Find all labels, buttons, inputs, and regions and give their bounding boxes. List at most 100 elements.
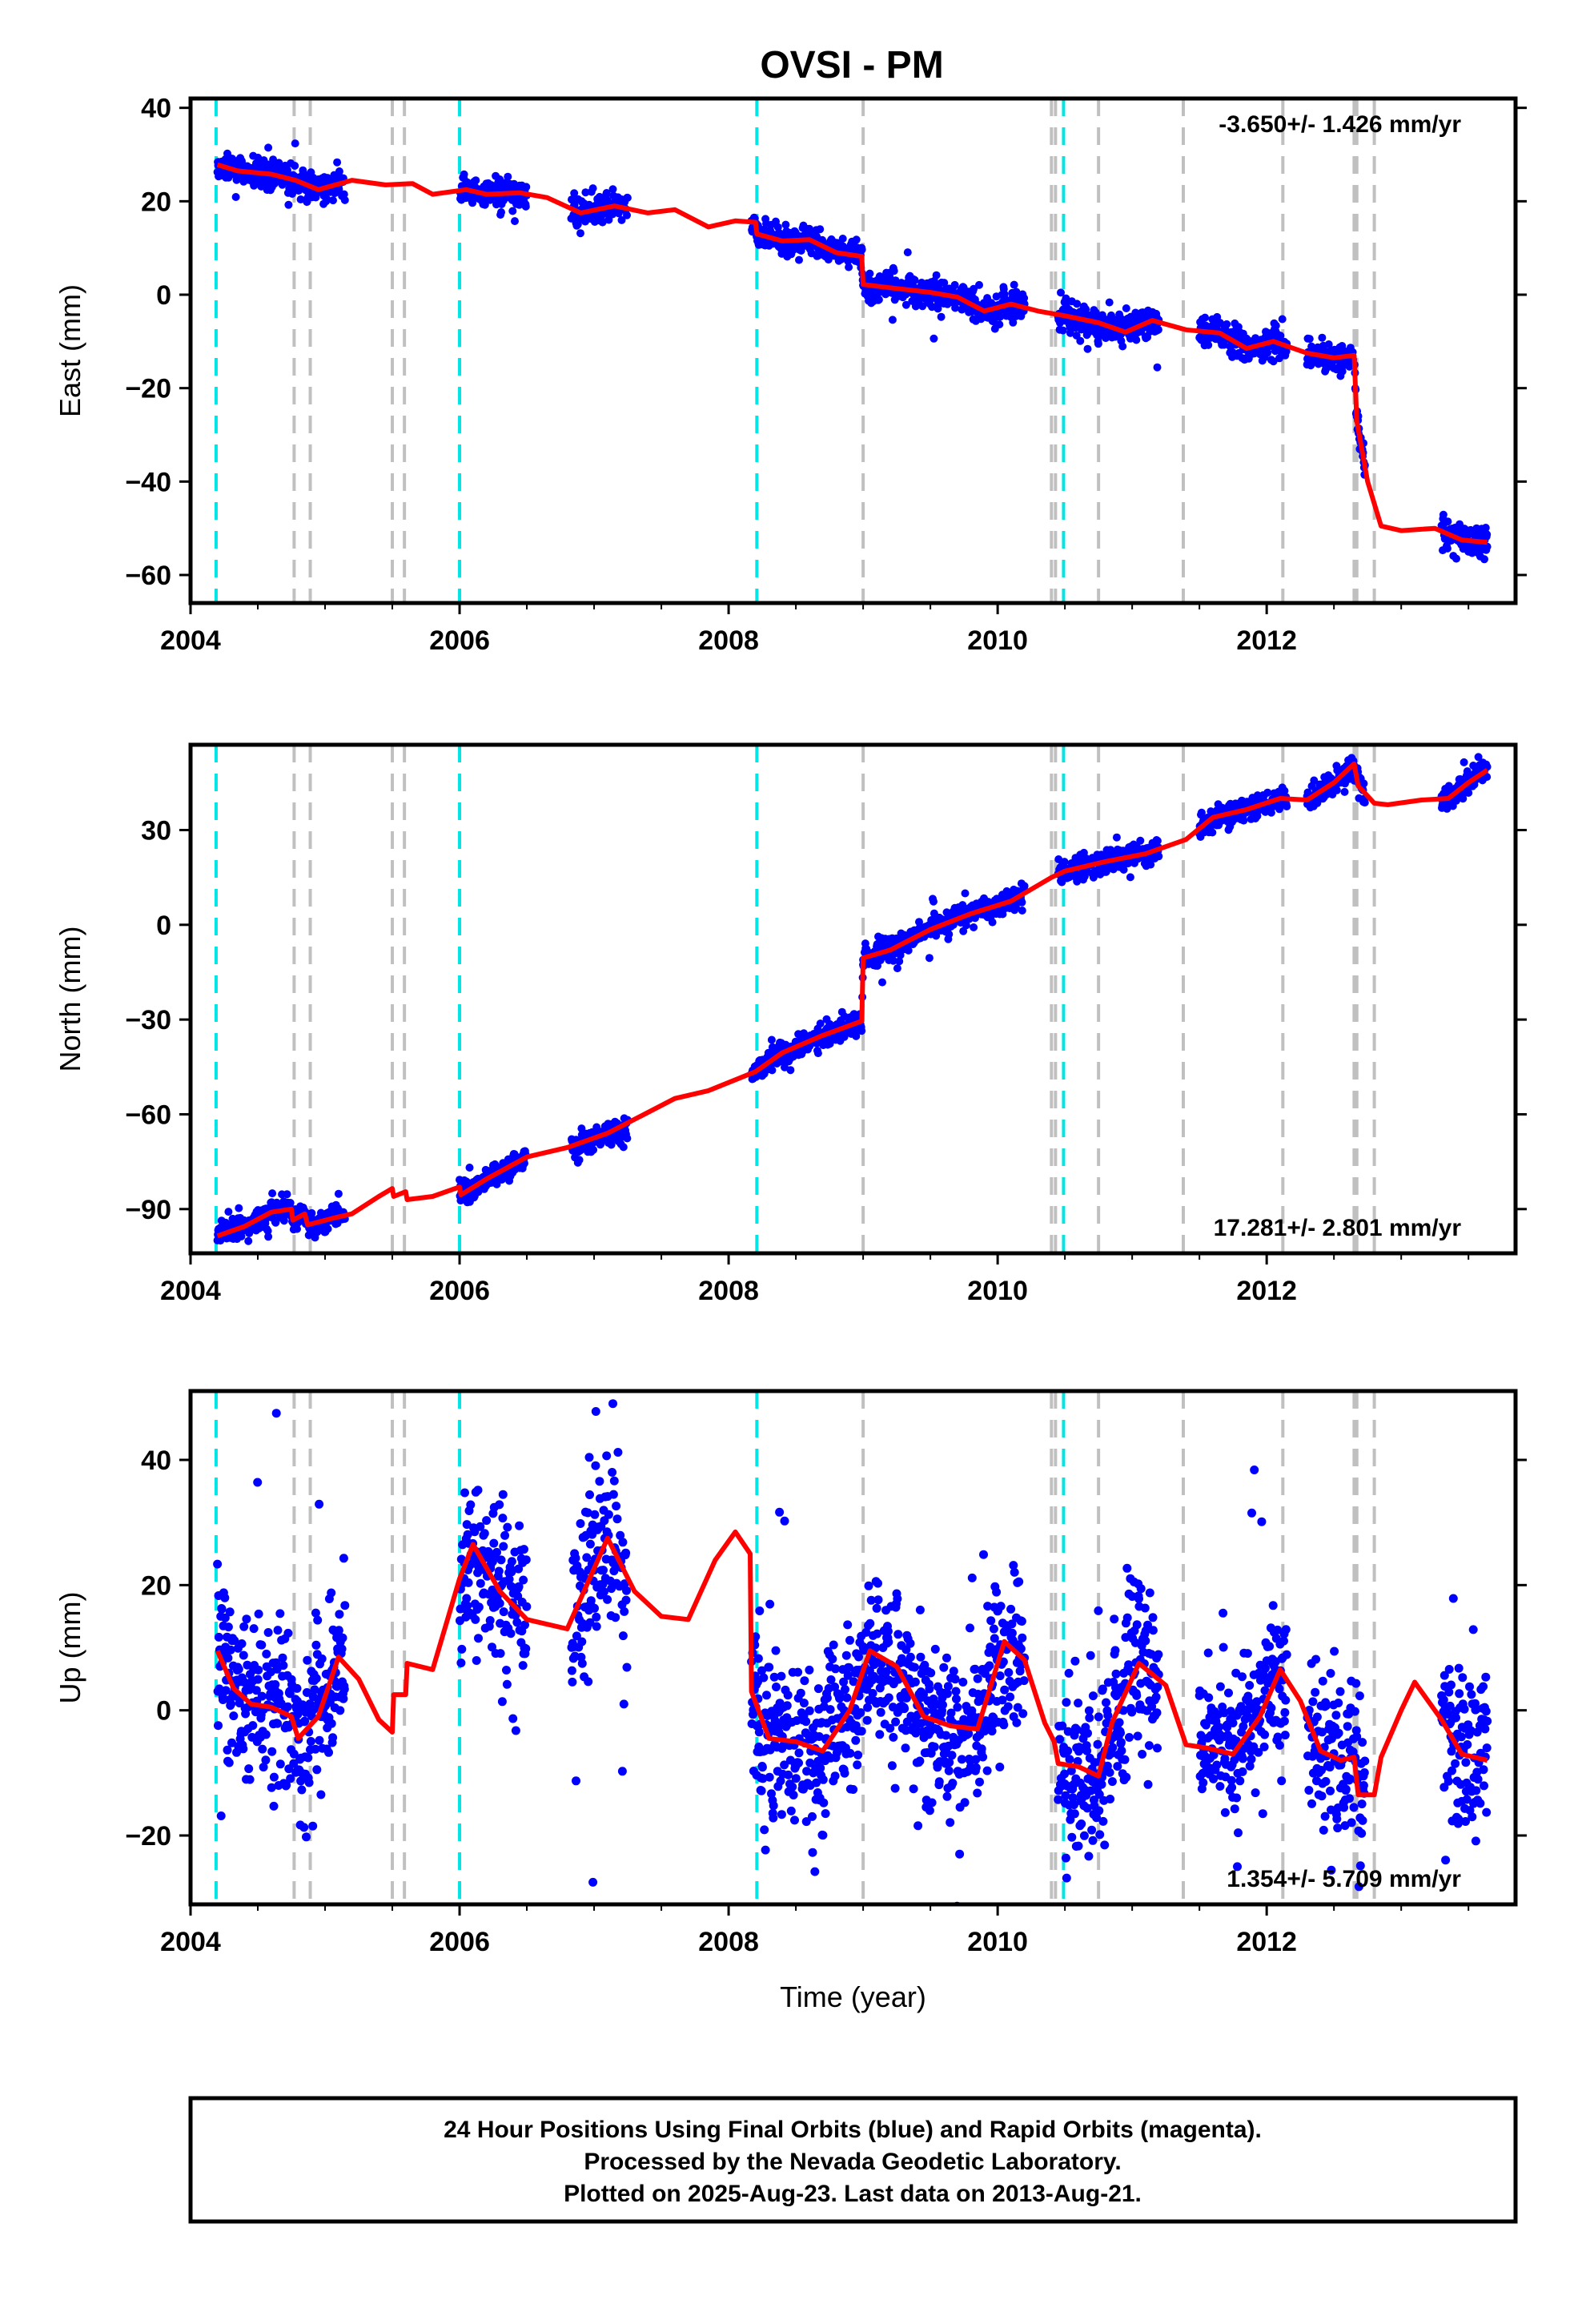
x-tick-label-0: 2004 (160, 625, 221, 656)
daily-point-118 (264, 1232, 273, 1241)
daily-point-237 (311, 1674, 321, 1683)
model-fit-line (216, 162, 1488, 545)
daily-point-875 (861, 1627, 871, 1637)
daily-point-656 (769, 1801, 778, 1811)
daily-point-1939 (1474, 753, 1483, 762)
daily-point-973 (910, 275, 919, 284)
y-axis-label: North (mm) (54, 927, 86, 1072)
daily-point-734 (802, 1767, 812, 1776)
daily-point-569 (609, 1566, 619, 1576)
daily-point-168 (283, 1190, 291, 1199)
daily-point-565 (608, 1468, 617, 1477)
daily-point-236 (311, 1640, 321, 1650)
daily-point-1277 (1073, 300, 1082, 308)
daily-point-677 (777, 1671, 786, 1681)
daily-point-921 (888, 316, 897, 324)
daily-point-547 (599, 1566, 608, 1575)
daily-point-489 (576, 1519, 585, 1528)
daily-point-295 (335, 1610, 344, 1619)
daily-point-469 (567, 1666, 576, 1675)
daily-point-347 (470, 1527, 480, 1537)
x-tick-label-1: 2006 (429, 1276, 490, 1306)
daily-point-1906 (1460, 758, 1468, 766)
daily-point-68 (244, 1236, 253, 1245)
daily-point-323 (460, 1488, 469, 1498)
daily-point-693 (783, 1691, 793, 1700)
daily-point-504 (588, 184, 597, 193)
daily-point-0 (213, 1559, 223, 1569)
daily-point-129 (268, 1189, 277, 1198)
daily-point-450 (515, 1521, 524, 1530)
daily-point-1667 (1267, 808, 1275, 817)
daily-point-437 (508, 1714, 518, 1723)
daily-point-678 (777, 1810, 786, 1819)
daily-point-785 (822, 1693, 832, 1703)
daily-point-739 (805, 1665, 814, 1675)
daily-point-1008 (915, 918, 923, 927)
daily-point-294 (339, 190, 348, 199)
daily-point-309 (339, 1684, 349, 1694)
daily-point-525 (590, 1603, 599, 1613)
daily-point-869 (865, 269, 874, 278)
daily-point-1030 (934, 304, 942, 313)
daily-point-597 (623, 1134, 632, 1143)
daily-point-1262 (1066, 328, 1074, 337)
daily-point-262 (323, 1224, 332, 1233)
daily-point-413 (496, 1555, 506, 1565)
daily-point-794 (826, 1675, 836, 1684)
daily-point-825 (840, 1768, 849, 1778)
daily-point-746 (808, 1848, 817, 1857)
daily-point-1358 (1105, 298, 1114, 307)
daily-point-908 (875, 1730, 885, 1739)
daily-point-716 (794, 1758, 803, 1767)
daily-point-590 (619, 1143, 628, 1152)
daily-point-1840 (1439, 510, 1447, 519)
daily-point-1936 (1481, 524, 1490, 532)
daily-point-694 (784, 1770, 793, 1779)
daily-point-775 (819, 1798, 829, 1807)
daily-point-638 (762, 1691, 771, 1700)
daily-point-733 (801, 1817, 811, 1827)
daily-point-465 (521, 1644, 531, 1654)
daily-point-596 (622, 1586, 631, 1595)
daily-point-856 (853, 1751, 863, 1759)
daily-point-1697 (1305, 335, 1314, 344)
daily-point-531 (592, 1622, 601, 1631)
daily-point-1421 (1126, 873, 1134, 882)
daily-point-528 (591, 1461, 600, 1470)
daily-point-758 (813, 1049, 822, 1058)
y-axis: 300−30−60−90 (125, 815, 1527, 1225)
x-tick-label-3: 2010 (967, 1276, 1028, 1306)
daily-point-35 (227, 1699, 236, 1709)
daily-point-232 (310, 1685, 319, 1695)
daily-point-892 (868, 1689, 877, 1698)
daily-point-675 (776, 1776, 785, 1786)
daily-point-587 (618, 1538, 628, 1547)
x-axis: 2004 2006 2008 2010 2012 (160, 603, 1470, 656)
daily-point-140 (271, 1680, 280, 1689)
daily-point-1331 (1094, 340, 1102, 348)
daily-point-780 (821, 1809, 830, 1819)
daily-point-324 (465, 1164, 474, 1172)
daily-point-1173 (995, 320, 1004, 329)
daily-point-617 (753, 1654, 763, 1663)
daily-point-66 (239, 1744, 248, 1754)
daily-point-459 (519, 1575, 528, 1585)
daily-point-993 (918, 302, 927, 311)
daily-point-538 (595, 1477, 604, 1486)
daily-point-80 (244, 1764, 254, 1774)
x-tick-label-3: 2010 (967, 625, 1028, 656)
daily-point-302 (337, 1644, 347, 1654)
daily-point-248 (316, 1790, 326, 1799)
daily-point-25 (223, 1745, 232, 1755)
daily-point-589 (619, 1699, 628, 1709)
daily-point-1401 (1122, 304, 1130, 312)
x-axis: 2004 2006 2008 2010 2012 (160, 1253, 1470, 1306)
daily-point-1069 (950, 280, 959, 289)
x-tick-label-0: 2004 (160, 1276, 221, 1306)
daily-point-463 (520, 1620, 529, 1630)
daily-point-184 (291, 162, 299, 170)
daily-point-443 (511, 1726, 520, 1735)
y-tick-label-2: 0 (156, 280, 171, 311)
daily-point-566 (617, 215, 626, 224)
